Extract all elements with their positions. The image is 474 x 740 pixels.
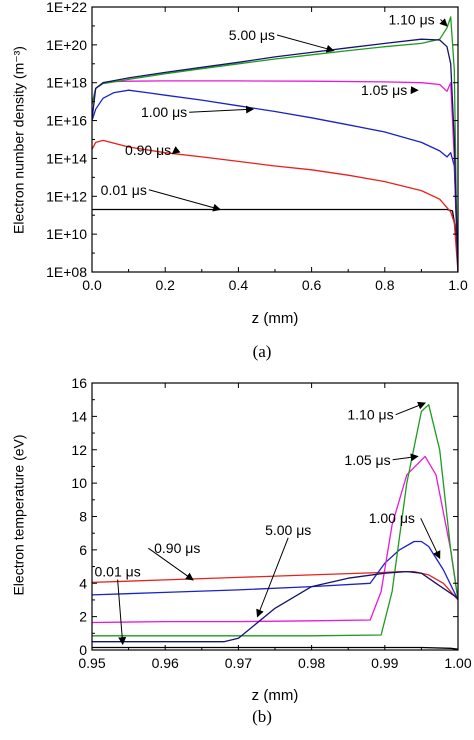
temperature-x-tick-label: 0.99 <box>371 655 398 671</box>
density-plot-frame <box>92 7 458 272</box>
density-annotation-0-90us: 0.90 μs <box>125 142 171 158</box>
density-y-tick-label: 1E+08 <box>46 264 87 280</box>
density-annotation-1-05us: 1.05 μs <box>361 82 407 98</box>
density-caption: (a) <box>253 342 272 361</box>
temperature-y-tick-label: 2 <box>79 609 87 625</box>
density-y-tick-label: 1E+14 <box>46 150 87 166</box>
temperature-caption: (b) <box>252 707 272 726</box>
temperature-y-tick-label: 0 <box>79 642 87 658</box>
density-annotation-1-10us: 1.10 μs <box>388 11 434 27</box>
temperature-y-tick-label: 12 <box>71 442 87 458</box>
temperature-annotation-1-05us: 1.05 μs <box>344 452 390 468</box>
density-y-tick-label: 1E+12 <box>46 188 87 204</box>
density-annotation-arrow <box>189 109 253 112</box>
density-y-tick-label: 1E+18 <box>46 75 87 91</box>
temperature-series-5-00us <box>92 572 458 642</box>
density-x-tick-label: 0.4 <box>229 277 249 293</box>
density-y-tick-label: 1E+20 <box>46 37 87 53</box>
temperature-annotation-0-01us: 0.01 μs <box>95 564 141 580</box>
temperature-annotation-arrow <box>393 456 418 459</box>
temperature-y-tick-label: 8 <box>79 509 87 525</box>
density-annotations-layer: 1.10 μs 5.00 μs 1.05 μs 1.00 μs 0.90 μs 0.01 … <box>101 11 447 209</box>
density-series-0-01us <box>92 210 458 273</box>
density-annotation-arrow <box>173 150 177 154</box>
temperature-y-tick-label: 6 <box>79 542 87 558</box>
density-annotation-arrow <box>440 19 447 25</box>
temperature-x-tick-label: 1.00 <box>444 655 471 671</box>
temperature-x-axis-label: z (mm) <box>252 687 299 704</box>
density-y-tick-label: 1E+10 <box>46 226 87 242</box>
density-annotation-0-01us: 0.01 μs <box>101 182 147 198</box>
temperature-y-axis-label: Electron temperature (eV) <box>11 434 27 595</box>
temperature-annotation-0-90us: 0.90 μs <box>154 540 200 556</box>
temperature-annotation-1-10us: 1.10 μs <box>347 407 393 423</box>
temperature-y-tick-label: 16 <box>71 375 87 391</box>
density-series-0-90us <box>92 140 458 272</box>
temperature-series-1-05us <box>92 456 458 622</box>
temperature-annotation-5-00us: 5.00 μs <box>265 522 311 538</box>
density-x-axis-label: z (mm) <box>252 310 299 327</box>
temperature-y-tick-label: 14 <box>71 408 87 424</box>
density-y-tick-label: 1E+16 <box>46 113 87 129</box>
temperature-x-tick-label: 0.96 <box>152 655 179 671</box>
density-x-tick-label: 0.6 <box>302 277 322 293</box>
temperature-y-tick-label: 4 <box>79 575 87 591</box>
temperature-x-tick-label: 0.98 <box>298 655 325 671</box>
density-x-tick-label: 1.0 <box>448 277 468 293</box>
temperature-annotation-arrow <box>421 518 440 558</box>
density-annotation-arrow <box>277 35 334 51</box>
temperature-annotation-arrow <box>118 580 123 645</box>
temperature-x-tick-label: 0.97 <box>225 655 252 671</box>
density-y-axis-label: Electron number density (m⁻³) <box>11 46 27 234</box>
temperature-annotation-1-00us: 1.00 μs <box>369 510 415 526</box>
density-x-tick-label: 0.2 <box>155 277 175 293</box>
temperature-y-tick-label: 10 <box>71 475 87 491</box>
density-annotation-5-00us: 5.00 μs <box>229 27 275 43</box>
density-y-tick-label: 1E+22 <box>46 0 87 15</box>
temperature-series-0-90us <box>92 572 458 600</box>
density-annotation-arrow <box>149 190 220 210</box>
density-x-tick-label: 0.8 <box>375 277 395 293</box>
density-annotation-1-00us: 1.00 μs <box>141 104 187 120</box>
